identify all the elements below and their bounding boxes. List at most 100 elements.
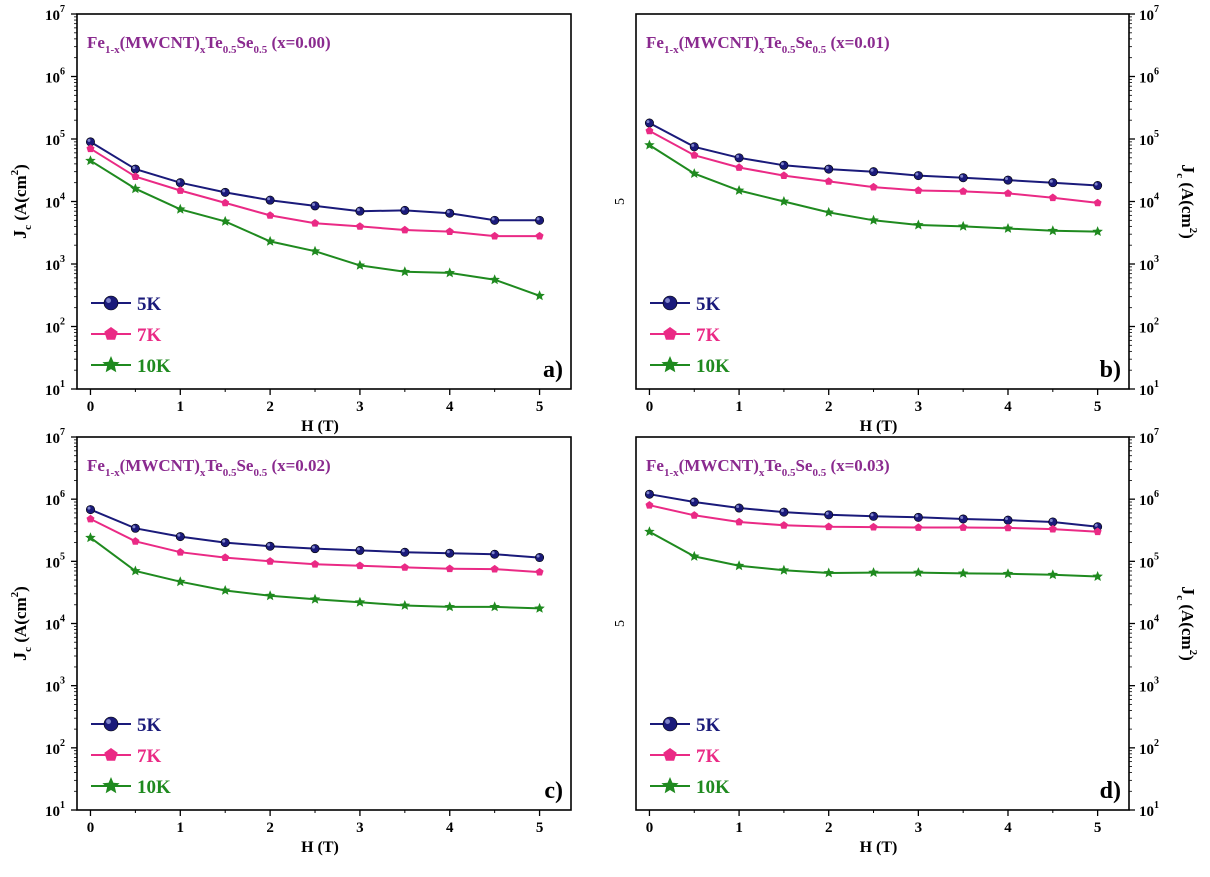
data-point-10K [778, 196, 790, 206]
x-tick-label: 5 [536, 399, 544, 415]
data-point-5K-highlight [691, 499, 695, 503]
x-tick-label: 5 [1094, 820, 1102, 836]
y-tick-label: 102 [45, 317, 65, 337]
y-tick-label: 105 [45, 551, 65, 571]
legend-item-10K: 10K [91, 356, 171, 377]
y-tick-label: 104 [45, 614, 65, 634]
data-point-5K [958, 173, 968, 183]
data-point-10K [733, 560, 745, 571]
data-point-7K [1004, 523, 1012, 532]
y-tick-label: 107 [45, 4, 65, 24]
data-point-10K [957, 220, 969, 231]
data-point-7K [86, 144, 95, 153]
data-point-10K [778, 564, 790, 575]
data-point-10K [689, 168, 700, 178]
legend-item-7K: 7K [91, 746, 162, 767]
data-point-10K [913, 219, 924, 230]
legend-label: 7K [696, 746, 721, 767]
data-point-7K [914, 186, 923, 194]
y-tick-label: 101 [45, 379, 65, 399]
series-10K [85, 155, 545, 301]
panel-tag: d) [1100, 778, 1121, 804]
data-point-7K [779, 171, 788, 179]
data-point-5K-highlight [1094, 523, 1098, 527]
data-point-5K [689, 142, 699, 152]
data-point-5K-highlight [825, 166, 829, 170]
legend-marker-7K [104, 748, 118, 761]
data-point-5K-highlight [177, 533, 181, 537]
data-point-5K-highlight [312, 202, 316, 206]
data-point-7K [266, 557, 275, 565]
legend-item-5K: 5K [650, 715, 721, 736]
x-axis-title: H (T) [860, 839, 898, 856]
data-point-5K-highlight [132, 525, 136, 529]
data-point-5K [130, 164, 140, 174]
series-5K [644, 489, 1103, 532]
data-point-7K [266, 211, 275, 219]
series-line-7K [648, 130, 1098, 204]
data-point-10K [534, 602, 545, 613]
data-point-5K-highlight [780, 162, 784, 166]
data-point-10K [1002, 223, 1014, 233]
data-point-5K-highlight [1005, 177, 1008, 181]
data-point-10K [175, 203, 186, 214]
data-point-10K [354, 596, 366, 607]
data-point-5K [445, 548, 455, 558]
data-point-5K [913, 512, 923, 522]
data-point-5K [490, 215, 500, 225]
data-point-7K [645, 126, 654, 135]
series-line-5K [649, 493, 1098, 528]
data-point-7K [221, 553, 230, 561]
legend-marker-7K [104, 327, 118, 340]
x-tick-label: 3 [915, 820, 923, 836]
y-tick-label: 104 [1139, 614, 1159, 634]
data-point-5K-highlight [1049, 179, 1053, 183]
data-point-5K-highlight [491, 551, 495, 555]
data-point-10K [689, 550, 700, 561]
panel-a: 0 1 2 3 4 5 101 102 103 104 105 106 107 H (T) Jc (A(cm… [9, 4, 572, 435]
y-tick-label: 105 [1139, 551, 1159, 571]
data-point-5K-highlight [691, 143, 695, 147]
data-point-10K [1047, 569, 1058, 580]
series-10K [644, 139, 1103, 236]
data-point-5K-highlight [915, 514, 919, 518]
stray-axis-label: 5 [613, 198, 628, 205]
series-7K [86, 144, 544, 240]
panel-tag: c) [544, 778, 563, 804]
data-point-7K [869, 182, 878, 191]
data-point-5K [400, 205, 410, 215]
legend-marker-5K-highlight [665, 298, 670, 303]
y-tick-label: 102 [45, 738, 65, 758]
data-point-7K [221, 198, 230, 207]
data-point-5K [355, 545, 365, 555]
data-point-5K-highlight [312, 545, 316, 549]
data-point-5K-highlight [177, 179, 181, 183]
data-point-5K [445, 208, 455, 218]
data-point-10K [823, 206, 834, 217]
legend-marker-5K-highlight [665, 719, 670, 724]
data-point-5K [220, 538, 230, 548]
legend-item-7K: 7K [650, 746, 721, 767]
data-point-10K [733, 185, 745, 195]
series-5K [85, 505, 545, 563]
series-title: Fe1-x(MWCNT)xTe0.5Se0.5 (x=0.03) [646, 456, 890, 479]
data-point-5K-highlight [736, 154, 740, 158]
data-point-7K [1048, 524, 1057, 533]
data-point-5K-highlight [267, 543, 271, 547]
y-tick-label: 107 [1139, 4, 1159, 24]
y-axis-title: Jc (A(cm2) [9, 164, 34, 239]
legend-marker-10K [661, 777, 679, 794]
data-point-5K-highlight [915, 172, 919, 176]
data-point-7K [355, 561, 364, 570]
data-point-7K [1004, 189, 1012, 197]
data-point-7K [824, 522, 833, 531]
data-point-5K-highlight [870, 513, 874, 517]
data-point-5K-highlight [401, 549, 405, 553]
y-tick-label: 106 [45, 67, 65, 87]
data-point-10K [264, 590, 276, 601]
series-7K [645, 126, 1102, 207]
x-tick-label: 0 [646, 820, 654, 836]
legend-marker-10K [102, 356, 120, 373]
legend-marker-5K [662, 295, 678, 311]
